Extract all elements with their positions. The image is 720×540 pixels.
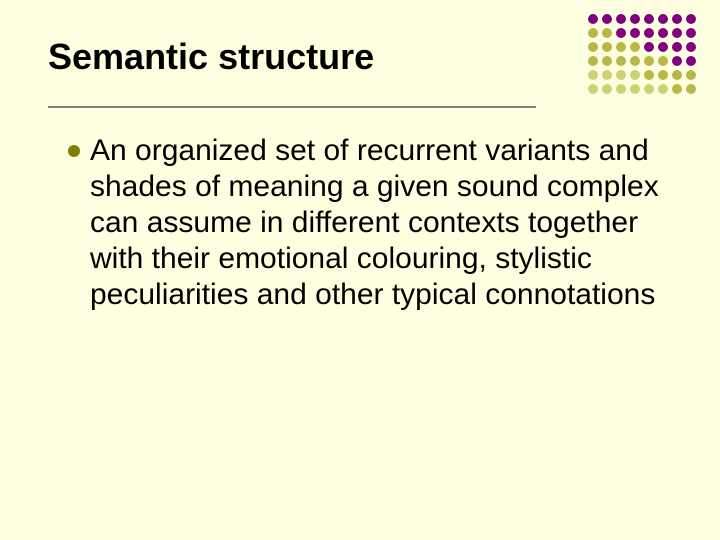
- deco-dot: [672, 84, 682, 94]
- deco-dot: [588, 14, 598, 24]
- deco-dot: [672, 28, 682, 38]
- deco-dot: [630, 84, 640, 94]
- slide: Semantic structure An organized set of r…: [0, 0, 720, 540]
- deco-dot: [686, 70, 696, 80]
- body-content: An organized set of recurrent variants a…: [48, 133, 672, 313]
- deco-dot: [686, 42, 696, 52]
- deco-dot: [686, 84, 696, 94]
- bullet-text: An organized set of recurrent variants a…: [90, 133, 670, 313]
- deco-dot: [658, 84, 668, 94]
- deco-dot: [630, 14, 640, 24]
- deco-dot: [672, 42, 682, 52]
- bullet-item: An organized set of recurrent variants a…: [68, 133, 672, 313]
- deco-dot: [602, 84, 612, 94]
- deco-dot: [644, 14, 654, 24]
- bullet-icon: [68, 145, 80, 157]
- deco-dot: [644, 84, 654, 94]
- deco-dot: [616, 84, 626, 94]
- slide-title: Semantic structure: [48, 36, 672, 77]
- title-block: Semantic structure: [48, 36, 672, 77]
- deco-dot: [672, 14, 682, 24]
- deco-dot: [686, 56, 696, 66]
- deco-dot: [672, 56, 682, 66]
- deco-dot: [686, 14, 696, 24]
- deco-dot: [672, 70, 682, 80]
- deco-dot: [616, 14, 626, 24]
- deco-dot: [686, 28, 696, 38]
- deco-dot: [602, 14, 612, 24]
- title-underline: [48, 106, 536, 108]
- deco-dot: [658, 14, 668, 24]
- deco-dot: [588, 84, 598, 94]
